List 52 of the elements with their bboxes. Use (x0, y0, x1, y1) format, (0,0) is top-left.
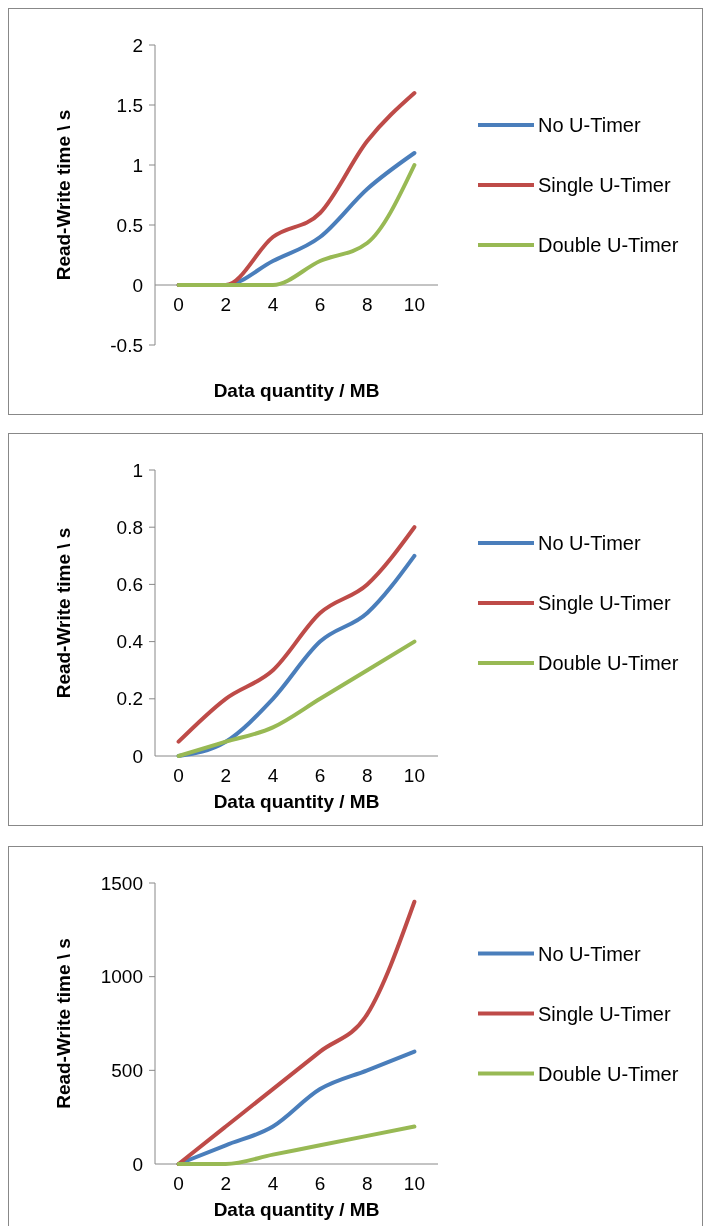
x-tick-label: 6 (314, 765, 326, 786)
y-tick-label: 1 (132, 154, 143, 176)
x-axis-title: Data quantity / MB (213, 791, 380, 812)
x-tick-label: 8 (361, 294, 373, 315)
legend-label: No U-Timer (538, 942, 641, 965)
x-tick-label: 6 (314, 1173, 326, 1194)
y-tick-label: 0.5 (116, 214, 143, 236)
y-tick-label: 0.2 (116, 688, 143, 710)
y-tick-label: 0.6 (116, 574, 143, 596)
y-tick-label: 0.8 (116, 516, 143, 538)
x-tick-label: 2 (220, 1173, 232, 1194)
y-tick-label: -0.5 (110, 334, 143, 356)
y-tick-label: 0 (132, 1153, 143, 1175)
x-tick-label: 0 (173, 765, 184, 786)
legend-label: No U-Timer (538, 114, 641, 136)
y-axis-title: Read-Write time \ s (53, 109, 74, 281)
legend-label: Single U-Timer (538, 1002, 671, 1025)
x-tick-label: 8 (361, 1173, 373, 1194)
y-axis-title: Read-Write time \ s (53, 527, 74, 699)
x-axis-title: Data quantity / MB (213, 1199, 380, 1220)
legend-label: Single U-Timer (538, 174, 671, 196)
x-tick-label: 0 (173, 1173, 184, 1194)
x-tick-label: 4 (267, 765, 279, 786)
x-tick-label: 4 (267, 1173, 279, 1194)
line-series (176, 639, 417, 758)
x-tick-label: 0 (173, 294, 184, 315)
x-tick-label: 10 (403, 765, 425, 786)
legend-label: No U-Timer (538, 532, 641, 554)
y-tick-label: 1 (132, 459, 143, 481)
x-tick-label: 6 (314, 294, 326, 315)
x-tick-label: 10 (403, 1173, 425, 1194)
y-tick-label: 0.4 (116, 631, 144, 653)
legend-label: Double U-Timer (538, 652, 679, 674)
x-tick-label: 10 (403, 294, 425, 315)
x-axis-title: Data quantity / MB (213, 380, 380, 401)
y-tick-label: 0 (132, 745, 143, 767)
y-tick-label: 500 (111, 1059, 143, 1081)
y-tick-label: 1500 (100, 872, 143, 894)
y-tick-label: 0 (132, 274, 143, 296)
legend-label: Single U-Timer (538, 592, 671, 614)
line-series (176, 1124, 417, 1166)
x-tick-label: 4 (267, 294, 279, 315)
y-axis-title: Read-Write time \ s (53, 938, 74, 1109)
y-tick-label: 1000 (100, 966, 143, 988)
x-tick-label: 2 (220, 294, 232, 315)
y-tick-label: 1.5 (116, 94, 143, 116)
line-series (176, 525, 417, 744)
y-tick-label: 2 (132, 34, 143, 56)
legend-label: Double U-Timer (538, 1062, 679, 1085)
x-tick-label: 8 (361, 765, 373, 786)
x-tick-label: 2 (220, 765, 232, 786)
legend-label: Double U-Timer (538, 234, 679, 256)
